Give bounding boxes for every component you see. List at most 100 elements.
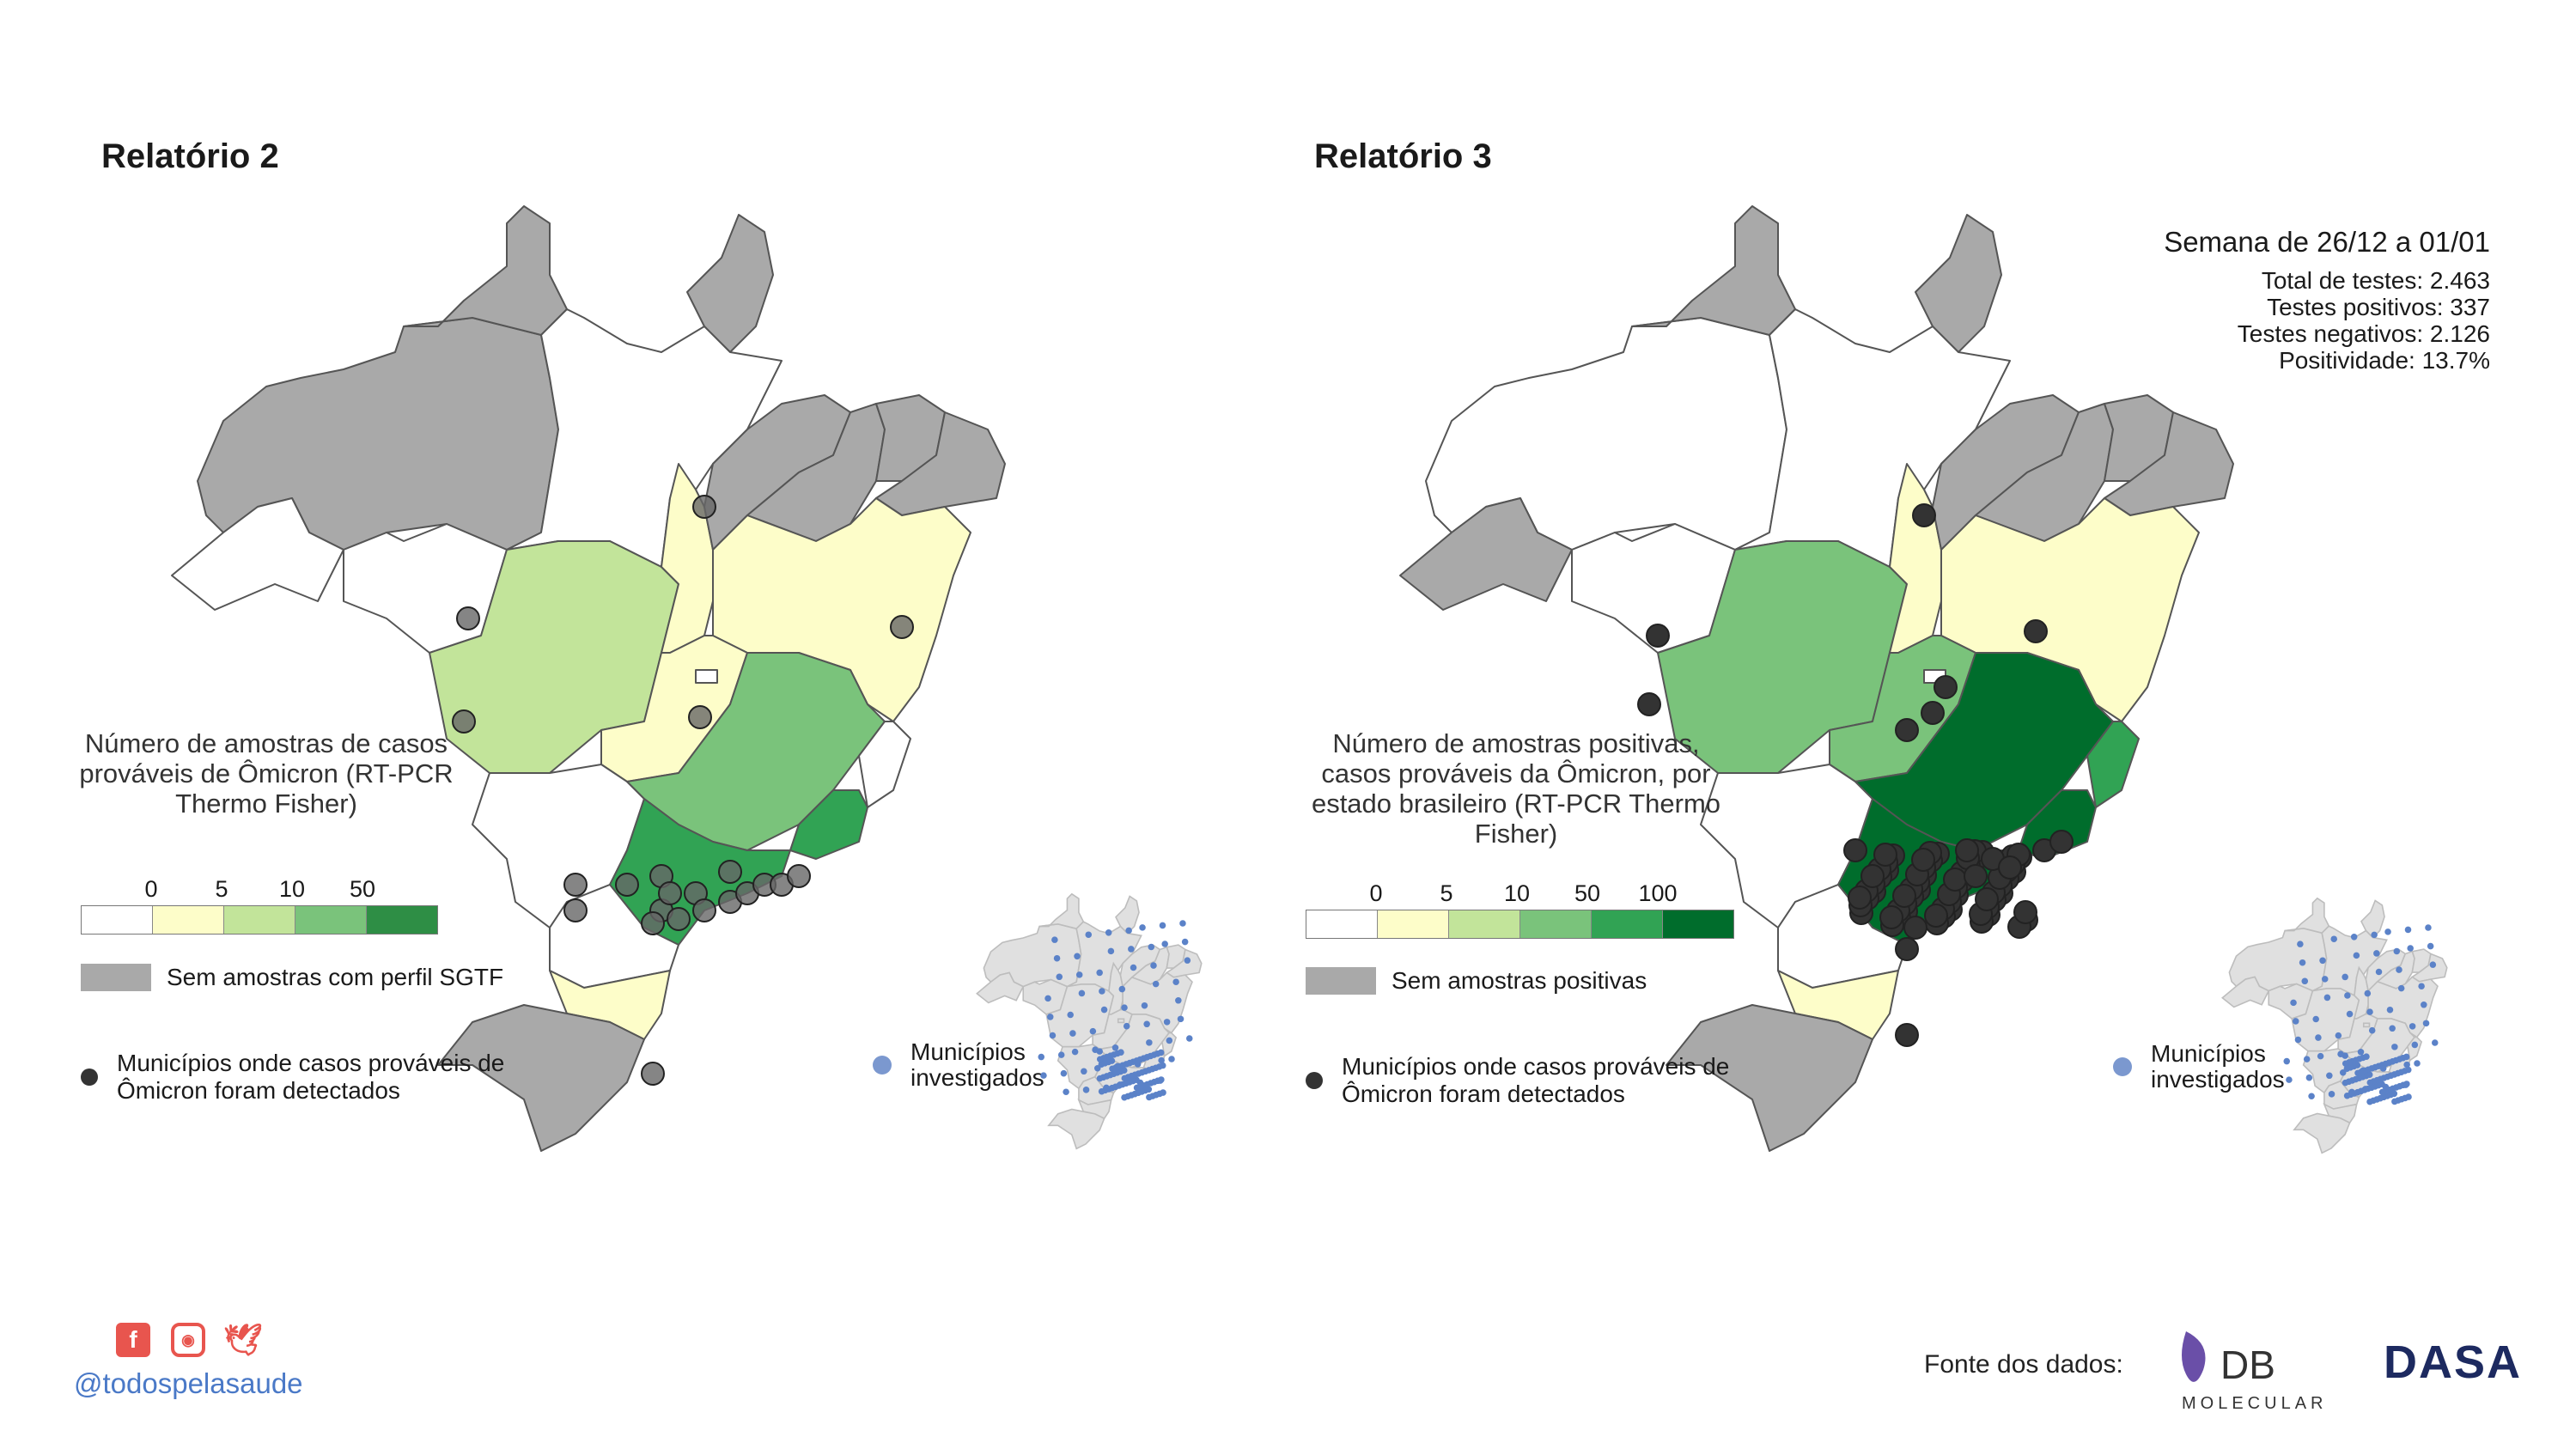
panel-title-left: Relatório 2 bbox=[101, 137, 279, 175]
investigated-municipality-dot bbox=[2348, 1088, 2355, 1096]
no-samples-label: Sem amostras com perfil SGTF bbox=[167, 964, 504, 990]
investigated-municipality-dot bbox=[1121, 1004, 1128, 1011]
investigated-municipality-dot bbox=[2366, 1008, 2373, 1015]
investigated-municipality-dot bbox=[2371, 931, 2378, 939]
investigated-municipality-dot bbox=[1093, 1064, 1101, 1072]
detected-municipality-dot bbox=[787, 864, 811, 888]
investigated-municipality-dot bbox=[1107, 947, 1115, 955]
scale-tick: 5 bbox=[215, 876, 228, 902]
scale-tick: 50 bbox=[349, 876, 376, 902]
detected-municipality-dot bbox=[1646, 624, 1670, 648]
color-scale-left: 0 5 10 50 bbox=[81, 876, 438, 935]
investigated-municipality-dot bbox=[1053, 954, 1061, 962]
investigated-municipality-dot bbox=[2301, 977, 2309, 985]
instagram-icon[interactable]: ◉ bbox=[171, 1323, 205, 1357]
scale-tick: 50 bbox=[1574, 880, 1601, 906]
investigated-municipality-dot bbox=[2315, 1034, 2322, 1041]
investigated-municipality-dot bbox=[2346, 1010, 2354, 1018]
inset-state bbox=[1038, 892, 1085, 930]
inset-state bbox=[1117, 1018, 1125, 1024]
investigated-municipality-dot bbox=[2422, 1020, 2430, 1027]
state-rj bbox=[789, 789, 868, 860]
investigated-key-right: Municípios investigados bbox=[2113, 1041, 2305, 1093]
investigated-municipality-dot bbox=[1051, 936, 1058, 943]
twitter-icon[interactable]: 🕊 bbox=[223, 1322, 263, 1357]
detected-municipality-dot bbox=[1934, 675, 1958, 699]
investigated-municipality-dot bbox=[1177, 1015, 1184, 1023]
color-scale-right: 0 5 10 50 100 bbox=[1306, 880, 1734, 939]
detected-municipality-dot bbox=[1843, 838, 1867, 862]
inset-dots bbox=[2283, 924, 2439, 1105]
investigated-municipality-dot bbox=[1078, 989, 1086, 997]
detected-municipality-dot bbox=[615, 873, 639, 897]
detected-label: Municípios onde casos prováveis de Ômicr… bbox=[117, 1050, 505, 1104]
detected-municipality-dot bbox=[1955, 838, 1979, 862]
brazil-map-right bbox=[1399, 205, 2234, 1152]
scale-tick: 10 bbox=[278, 876, 306, 902]
week-stats: Semana de 26/12 a 01/01 Total de testes:… bbox=[2164, 228, 2490, 374]
investigated-municipality-dot bbox=[2354, 1069, 2361, 1077]
investigated-municipality-dot bbox=[2312, 1015, 2319, 1023]
investigated-municipality-dot bbox=[2294, 1036, 2302, 1044]
legend-title-right: Número de amostras positivas, casos prov… bbox=[1311, 728, 1721, 849]
investigated-municipality-dot bbox=[2429, 961, 2437, 968]
investigated-municipality-dot bbox=[1100, 1006, 1108, 1014]
detected-dots-right bbox=[1637, 503, 2074, 1047]
investigated-municipality-dot bbox=[2368, 1026, 2376, 1034]
investigated-municipality-dot bbox=[2393, 947, 2401, 955]
investigated-municipality-dot bbox=[1092, 1046, 1099, 1053]
state-rr bbox=[403, 205, 568, 336]
scale-tick: 0 bbox=[1369, 880, 1383, 906]
detected-municipality-dot bbox=[1873, 843, 1897, 867]
inset-state bbox=[2221, 976, 2270, 1008]
investigated-municipality-dot bbox=[1085, 931, 1093, 938]
no-samples-key-left: Sem amostras com perfil SGTF bbox=[81, 964, 503, 991]
detected-municipality-dot bbox=[1895, 718, 1919, 742]
social-handle[interactable]: @todospelasaude bbox=[74, 1367, 303, 1399]
scale-swatch bbox=[152, 906, 223, 934]
investigated-municipality-dot bbox=[1146, 1093, 1153, 1101]
investigated-municipality-dot bbox=[2414, 1060, 2421, 1067]
detected-municipality-dot bbox=[890, 615, 914, 639]
investigated-municipality-dot bbox=[2364, 989, 2372, 997]
investigated-municipality-dot bbox=[1117, 1081, 1124, 1088]
investigated-municipality-dot bbox=[2396, 966, 2402, 973]
investigated-municipality-dot bbox=[2299, 959, 2306, 966]
detected-municipality-dot bbox=[718, 860, 742, 884]
detected-municipality-dot bbox=[2049, 830, 2074, 854]
investigated-municipality-dot bbox=[1123, 1022, 1130, 1030]
panel-title-right: Relatório 3 bbox=[1314, 137, 1492, 175]
investigated-municipality-dot bbox=[2362, 1086, 2369, 1093]
investigated-municipality-dot bbox=[2425, 924, 2432, 931]
investigated-dot-icon bbox=[873, 1056, 892, 1075]
investigated-municipality-dot bbox=[2308, 1093, 2315, 1100]
detected-dots-left bbox=[452, 495, 914, 1086]
investigated-municipality-dot bbox=[1148, 943, 1155, 951]
investigated-municipality-dot bbox=[1057, 1051, 1065, 1058]
investigated-municipality-dot bbox=[2366, 1098, 2373, 1105]
detected-dot-icon bbox=[81, 1068, 98, 1086]
dasa-logo: DASA bbox=[2384, 1336, 2523, 1388]
inset-state bbox=[2407, 1036, 2423, 1062]
inset-state bbox=[976, 971, 1025, 1004]
inset-state bbox=[2293, 1112, 2351, 1154]
investigated-municipality-dot bbox=[2344, 992, 2351, 999]
investigated-municipality-dot bbox=[1166, 1037, 1173, 1044]
investigated-municipality-dot bbox=[2403, 1061, 2410, 1068]
investigated-municipality-dot bbox=[1150, 962, 1157, 969]
detected-municipality-dot bbox=[667, 907, 691, 931]
investigated-municipality-dot bbox=[1071, 1048, 1079, 1056]
investigated-municipality-dot bbox=[2328, 1091, 2335, 1098]
detected-municipality-dot bbox=[1895, 1023, 1919, 1047]
investigated-municipality-dot bbox=[1133, 1084, 1141, 1092]
investigated-municipality-dot bbox=[1099, 988, 1105, 995]
detected-municipality-dot bbox=[1860, 864, 1885, 888]
scale-tick: 100 bbox=[1638, 880, 1678, 906]
facebook-icon[interactable]: f bbox=[116, 1323, 150, 1357]
investigated-municipality-dot bbox=[2317, 1052, 2324, 1060]
investigated-municipality-dot bbox=[2384, 928, 2391, 935]
investigated-municipality-dot bbox=[1069, 1030, 1076, 1037]
detected-municipality-dot bbox=[688, 705, 712, 729]
investigated-municipality-dot bbox=[2303, 1056, 2311, 1062]
stat-total: Total de testes: 2.463 bbox=[2261, 267, 2490, 294]
